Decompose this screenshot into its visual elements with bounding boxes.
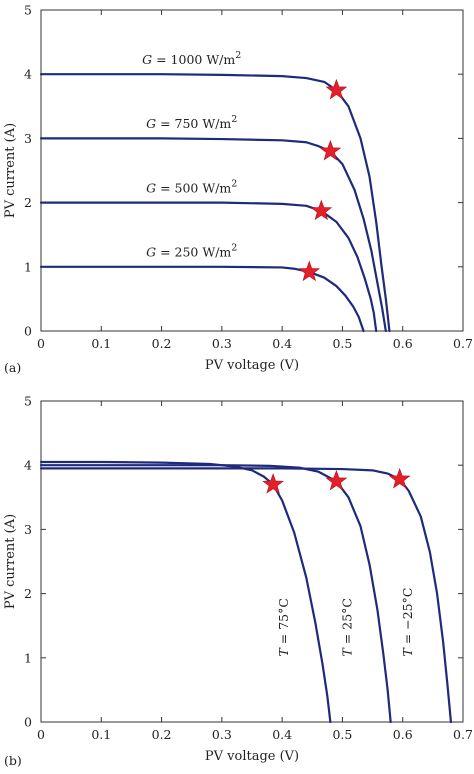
- x-tick-label: 0: [37, 336, 45, 351]
- series-label: T = −25°C: [400, 588, 415, 657]
- y-tick-label: 0: [24, 324, 32, 339]
- x-axis-label: PV voltage (V): [205, 749, 299, 764]
- series-label-text: = 250 W/m: [156, 245, 231, 260]
- series-line: [39, 467, 453, 724]
- y-tick-label: 0: [24, 715, 32, 730]
- series-label-variable: G: [146, 245, 156, 260]
- x-tick-label: 0.7: [453, 336, 473, 351]
- x-tick-label: 0.6: [393, 336, 413, 351]
- series-line: [39, 137, 387, 333]
- x-tick-label: 0: [37, 727, 45, 742]
- series-label-text: = 1000 W/m: [152, 52, 235, 67]
- mpp-star-marker: [319, 139, 342, 161]
- panel-label: (b): [4, 753, 22, 768]
- panel-b-chart: 0 0.1 0.2 0.3 0.4 0.5 0.6 0.7 0 1 2 3 4 5 PV voltage (…: [3, 394, 473, 769]
- x-tick-label: 0.5: [332, 336, 352, 351]
- series-line: [39, 265, 365, 333]
- series-line: [39, 201, 378, 333]
- series-label-text: = 750 W/m: [156, 116, 231, 131]
- series-label-variable: T: [276, 647, 291, 657]
- x-tick-label: 0.6: [393, 727, 413, 742]
- y-axis-label: PV current (A): [3, 123, 18, 218]
- y-tick-label: 1: [24, 650, 32, 665]
- x-tick-label: 0.4: [272, 336, 292, 351]
- y-tick-label: 1: [24, 259, 32, 274]
- series-label-text: = 75°C: [276, 598, 291, 648]
- x-axis-label: PV voltage (V): [205, 358, 299, 373]
- series-label: G = 250 W/m2: [146, 243, 237, 260]
- panel-a-chart: 0 0.1 0.2 0.3 0.4 0.5 0.6 0.7 0 1 2 3 4 5 PV voltage (…: [3, 3, 473, 376]
- x-tick-label: 0.2: [152, 727, 172, 742]
- plot-frame: [40, 9, 464, 332]
- y-tick-label: 4: [24, 67, 32, 82]
- series-label-variable: G: [146, 116, 156, 131]
- series-label: G = 1000 W/m2: [142, 50, 241, 67]
- series-label-variable: G: [142, 52, 152, 67]
- mpp-star-marker: [310, 199, 333, 221]
- series-label-text: = 25°C: [339, 598, 354, 648]
- mpp-star-marker: [298, 260, 321, 282]
- x-tick-label: 0.3: [212, 727, 232, 742]
- y-tick-label: 3: [24, 522, 32, 537]
- x-tick-label: 0.3: [212, 336, 232, 351]
- series-label-text: = 500 W/m: [156, 180, 231, 195]
- y-tick-label: 5: [24, 3, 32, 18]
- x-tick-label: 0.7: [453, 727, 473, 742]
- series-label-variable: G: [146, 180, 156, 195]
- x-tick-label: 0.1: [91, 727, 111, 742]
- x-tick-label: 0.5: [332, 727, 352, 742]
- series-label-superscript: 2: [231, 178, 237, 189]
- x-tick-label: 0.1: [91, 336, 111, 351]
- series-label-superscript: 2: [235, 50, 241, 61]
- series-label: G = 750 W/m2: [146, 114, 237, 131]
- plot-frame: [40, 400, 464, 723]
- mpp-star-marker: [325, 469, 348, 491]
- series-label: T = 75°C: [276, 598, 291, 656]
- series-label-variable: T: [400, 647, 415, 657]
- series-line: [39, 460, 332, 724]
- series-label: G = 500 W/m2: [146, 178, 237, 195]
- series-label-superscript: 2: [231, 114, 237, 125]
- series-label: T = 25°C: [339, 598, 354, 656]
- y-axis-label: PV current (A): [3, 514, 18, 609]
- series-label-text: = −25°C: [400, 588, 415, 649]
- x-tick-label: 0.4: [272, 727, 292, 742]
- mpp-star-marker: [388, 467, 411, 489]
- series-line: [39, 464, 392, 724]
- panel-label: (a): [4, 360, 21, 375]
- y-tick-label: 2: [24, 586, 32, 601]
- x-tick-label: 0.2: [152, 336, 172, 351]
- mpp-star-marker: [262, 473, 284, 494]
- y-tick-label: 4: [24, 458, 32, 473]
- y-tick-label: 2: [24, 195, 32, 210]
- mpp-star-marker: [325, 78, 348, 100]
- y-tick-label: 3: [24, 131, 32, 146]
- series-label-variable: T: [339, 647, 354, 657]
- y-tick-label: 5: [24, 394, 32, 409]
- series-label-superscript: 2: [231, 243, 237, 254]
